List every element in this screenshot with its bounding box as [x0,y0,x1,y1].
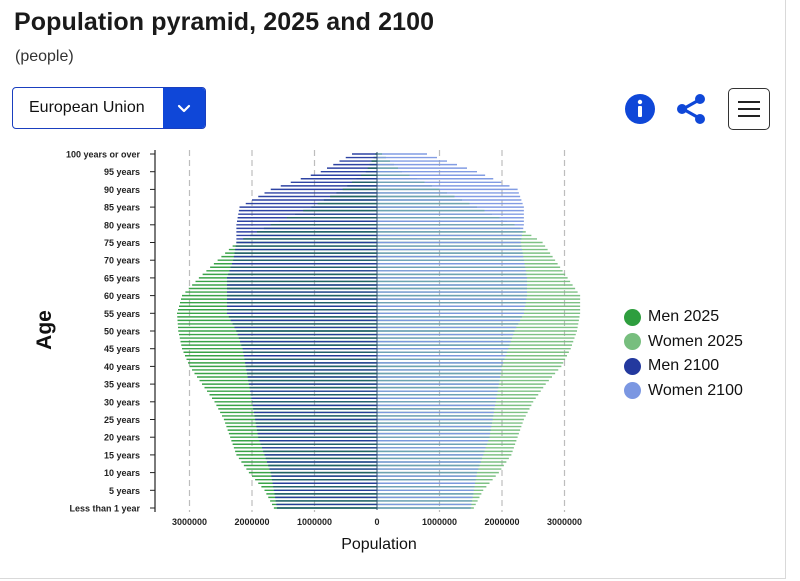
legend-item-women-2100[interactable]: Women 2100 [624,379,743,404]
legend-item-women-2025[interactable]: Women 2025 [624,330,743,355]
legend-swatch-men-2100 [624,357,641,375]
x-tick-label: 1000000 [422,517,457,527]
y-tick-label: 100 years or over [66,150,141,160]
legend-swatch-women-2100 [624,382,641,400]
menu-icon [738,101,760,117]
page-subtitle: (people) [15,48,74,65]
page-title: Population pyramid, 2025 and 2100 [14,8,435,36]
info-icon [625,94,655,124]
x-tick-label: 0 [374,517,379,527]
y-tick-label: 90 years [104,185,140,195]
share-icon [677,94,705,124]
y-tick-label: 5 years [109,486,140,496]
region-dropdown-button[interactable] [163,88,205,128]
legend-swatch-women-2025 [624,333,641,351]
y-tick-label: 85 years [104,203,140,213]
y-tick-label: 70 years [104,256,140,266]
x-tick-label: 2000000 [234,517,269,527]
y-tick-label: 55 years [104,309,140,319]
y-tick-label: 65 years [104,273,140,283]
x-tick-label: 2000000 [484,517,519,527]
legend-label-men-2025: Men 2025 [648,308,720,326]
info-button[interactable] [624,93,656,125]
x-tick-label: 1000000 [297,517,332,527]
y-tick-label: 45 years [104,344,140,354]
share-button[interactable] [674,92,708,126]
legend-label-women-2025: Women 2025 [648,332,743,350]
x-tick-label: 3000000 [547,517,582,527]
y-tick-label: 50 years [104,327,140,337]
y-tick-label: 15 years [104,450,140,460]
y-tick-label: 60 years [104,291,140,301]
y-tick-label: 30 years [104,397,140,407]
population-pyramid-chart: 100 years or over 95 years 90 years 85 year… [33,150,582,554]
x-axis-title: Population [341,536,417,553]
legend-item-men-2100[interactable]: Men 2100 [624,354,743,379]
y-tick-label: 20 years [104,433,140,443]
y-tick-label: Less than 1 year [69,504,140,514]
y-tick-label: 10 years [104,468,140,478]
y-tick-label: 95 years [104,167,140,177]
chevron-down-icon [177,104,191,113]
legend-swatch-men-2025 [624,308,641,326]
x-tick-label: 3000000 [172,517,207,527]
y-axis-title: Age [33,310,56,350]
y-tick-label: 75 years [104,238,140,248]
region-selector[interactable]: European Union [12,87,206,129]
y-tick-label: 40 years [104,362,140,372]
y-tick-label: 25 years [104,415,140,425]
legend-label-men-2100: Men 2100 [648,357,720,375]
menu-button[interactable] [728,88,770,130]
legend-label-women-2100: Women 2100 [648,381,743,399]
y-tick-label: 35 years [104,380,140,390]
region-selector-label: European Union [29,99,145,116]
chart-legend: Men 2025 Women 2025 Men 2100 Women 2100 [624,305,743,403]
chart-card: Population pyramid, 2025 and 2100 (peopl… [0,0,786,579]
y-tick-label: 80 years [104,220,140,230]
legend-item-men-2025[interactable]: Men 2025 [624,305,743,330]
